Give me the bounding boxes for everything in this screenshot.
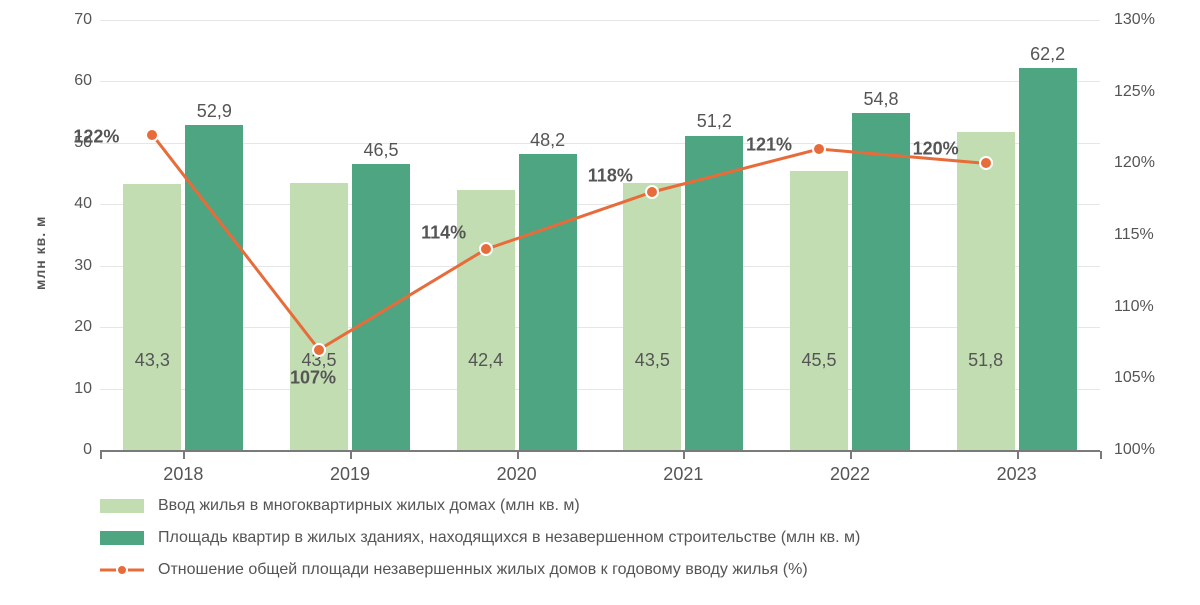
legend-label: Отношение общей площади незавершенных жи… bbox=[158, 561, 808, 579]
y-right-tick-label: 115% bbox=[1114, 226, 1196, 244]
x-category-label: 2023 bbox=[997, 464, 1037, 485]
x-category-label: 2020 bbox=[497, 464, 537, 485]
y-right-tick-label: 125% bbox=[1114, 83, 1196, 101]
line-data-label: 107% bbox=[290, 367, 336, 388]
x-category-label: 2022 bbox=[830, 464, 870, 485]
x-category-label: 2021 bbox=[663, 464, 703, 485]
x-tick bbox=[683, 451, 685, 459]
line-data-label: 120% bbox=[913, 139, 959, 160]
line-data-label: 118% bbox=[588, 166, 633, 187]
line-data-label: 114% bbox=[421, 223, 466, 244]
y-left-tick-label: 20 bbox=[4, 318, 92, 336]
line-data-label: 122% bbox=[73, 126, 119, 147]
chart-legend: Ввод жилья в многоквартирных жилых домах… bbox=[100, 495, 860, 591]
legend-swatch bbox=[100, 499, 144, 513]
x-tick bbox=[517, 451, 519, 459]
y-left-tick-label: 30 bbox=[4, 257, 92, 275]
legend-label: Ввод жилья в многоквартирных жилых домах… bbox=[158, 497, 580, 515]
line-marker bbox=[979, 156, 993, 170]
line-series-svg bbox=[100, 20, 1100, 450]
legend-item: Площадь квартир в жилых зданиях, находящ… bbox=[100, 527, 860, 549]
legend-swatch bbox=[100, 531, 144, 545]
y-right-tick-label: 130% bbox=[1114, 11, 1196, 29]
line-marker bbox=[479, 242, 493, 256]
y-left-axis-title: млн кв. м bbox=[32, 216, 48, 290]
x-tick bbox=[850, 451, 852, 459]
line-marker bbox=[145, 128, 159, 142]
x-category-label: 2018 bbox=[163, 464, 203, 485]
legend-label: Площадь квартир в жилых зданиях, находящ… bbox=[158, 529, 860, 547]
legend-line-swatch bbox=[100, 563, 144, 577]
x-tick bbox=[1100, 451, 1102, 459]
y-left-tick-label: 10 bbox=[4, 380, 92, 398]
y-right-tick-label: 100% bbox=[1114, 441, 1196, 459]
y-left-tick-label: 40 bbox=[4, 195, 92, 213]
x-tick bbox=[183, 451, 185, 459]
line-marker bbox=[645, 185, 659, 199]
y-right-tick-label: 110% bbox=[1114, 298, 1196, 316]
chart-container: 010203040506070100%105%110%115%120%125%1… bbox=[0, 0, 1200, 605]
x-tick bbox=[1017, 451, 1019, 459]
y-right-tick-label: 120% bbox=[1114, 154, 1196, 172]
x-tick bbox=[100, 451, 102, 459]
y-right-tick-label: 105% bbox=[1114, 369, 1196, 387]
y-left-tick-label: 70 bbox=[4, 11, 92, 29]
x-category-label: 2019 bbox=[330, 464, 370, 485]
y-left-tick-label: 60 bbox=[4, 72, 92, 90]
y-left-tick-label: 0 bbox=[4, 441, 92, 459]
line-marker bbox=[312, 343, 326, 357]
line-marker bbox=[812, 142, 826, 156]
x-tick bbox=[350, 451, 352, 459]
plot-area: 010203040506070100%105%110%115%120%125%1… bbox=[100, 20, 1100, 452]
legend-item: Отношение общей площади незавершенных жи… bbox=[100, 559, 860, 581]
line-data-label: 121% bbox=[746, 135, 792, 156]
legend-item: Ввод жилья в многоквартирных жилых домах… bbox=[100, 495, 860, 517]
